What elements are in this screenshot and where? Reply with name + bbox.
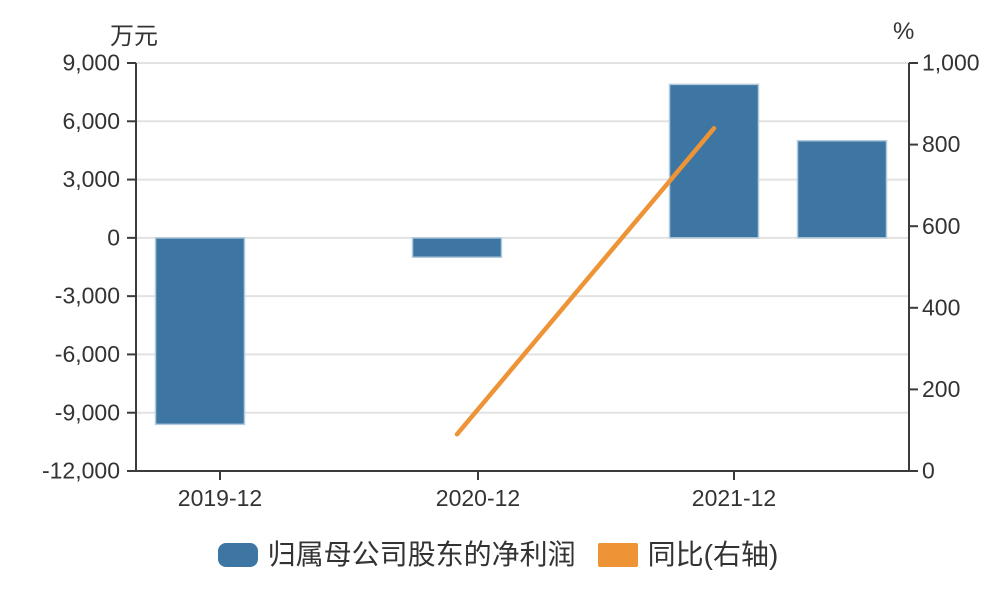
right-tick-label: 1,000 (922, 50, 980, 76)
left-tick-label: 6,000 (62, 108, 120, 134)
bar-2020-12[interactable] (411, 237, 503, 259)
left-tick-label: 3,000 (62, 166, 120, 192)
bar-series-swatch-icon (217, 543, 258, 567)
line-series-swatch-icon (597, 543, 638, 567)
right-axis-title: % (893, 18, 915, 45)
yoy-line[interactable] (454, 126, 717, 437)
legend-label-net-profit: 归属母公司股东的净利润 (267, 539, 576, 570)
right-tick-label: 800 (922, 131, 960, 157)
left-tick-label: 0 (107, 224, 120, 250)
right-tick-label: 0 (922, 458, 935, 484)
left-tick-label: 9,000 (62, 50, 120, 76)
left-axis-title: 万元 (110, 23, 158, 50)
legend: 归属母公司股东的净利润 同比(右轴) (0, 541, 996, 569)
legend-label-yoy: 同比(右轴) (647, 539, 779, 570)
bar-2021-12[interactable] (668, 83, 760, 239)
x-tick-label: 2019-12 (178, 485, 262, 511)
legend-item-yoy[interactable]: 同比(右轴) (597, 539, 779, 570)
left-tick-label: -9,000 (55, 399, 120, 425)
left-tick-label: -6,000 (55, 341, 120, 367)
bar-unlabeled[interactable] (796, 139, 888, 239)
bar-2019-12[interactable] (154, 237, 246, 426)
right-tick-label: 200 (922, 376, 960, 402)
right-tick-label: 600 (922, 213, 960, 239)
left-tick-label: -12,000 (42, 458, 120, 484)
legend-item-net-profit[interactable]: 归属母公司股东的净利润 (217, 539, 576, 570)
x-tick-label: 2021-12 (692, 485, 776, 511)
left-tick-label: -3,000 (55, 283, 120, 309)
x-tick-label: 2020-12 (436, 485, 520, 511)
right-tick-label: 400 (922, 294, 960, 320)
